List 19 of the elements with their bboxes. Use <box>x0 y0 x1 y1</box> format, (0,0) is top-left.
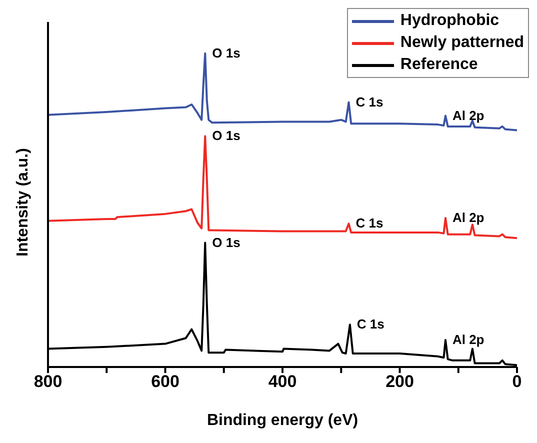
legend-label: Reference <box>400 55 478 75</box>
x-tick-label: 0 <box>512 372 522 392</box>
legend-label: Hydrophobic <box>400 11 500 31</box>
annotation: Al 2p <box>452 210 484 226</box>
annotation: O 1s <box>212 45 240 60</box>
annotation: C 1s <box>356 316 384 332</box>
annotation: O 1s <box>212 234 240 250</box>
annotation: Al 2p <box>452 332 484 348</box>
x-axis-title: Binding energy (eV) <box>206 412 358 429</box>
annotation: O 1s <box>212 128 240 144</box>
annotation: C 1s <box>356 216 384 231</box>
x-tick-label: 800 <box>34 372 62 392</box>
annotation: C 1s <box>356 94 384 110</box>
x-tick-label: 400 <box>268 372 297 392</box>
y-axis-title: Intensity (a.u.) <box>14 148 32 256</box>
x-tick-label: 200 <box>386 372 414 392</box>
annotation: Al 2p <box>452 108 484 123</box>
legend-label: Newly patterned <box>400 33 524 53</box>
x-tick-label: 600 <box>151 372 180 392</box>
